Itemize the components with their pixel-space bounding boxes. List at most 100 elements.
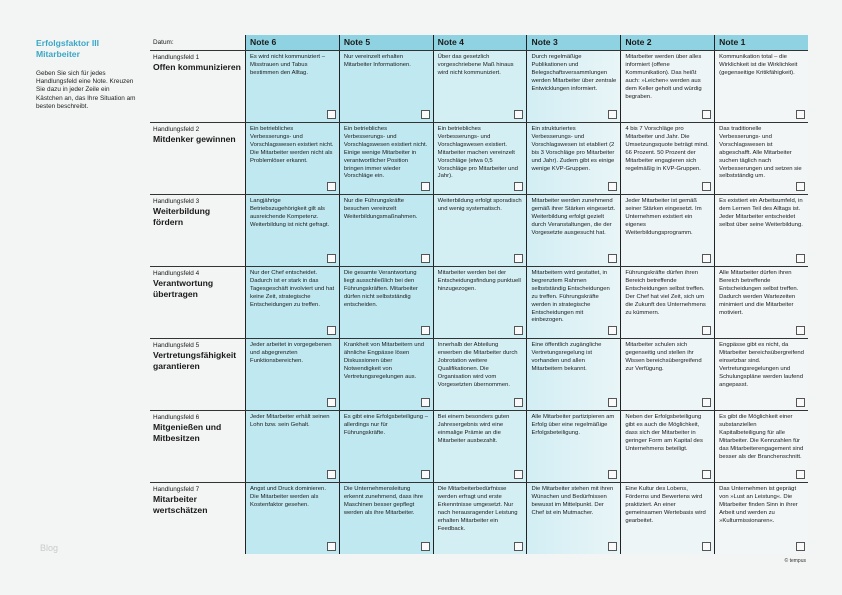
rating-checkbox[interactable]	[326, 110, 336, 119]
rating-cell: Die Mitarbeiterbedürfnisse werden erfrag…	[432, 483, 527, 554]
rating-cell: Es wird nicht kommuniziert – Misstrauen …	[245, 51, 339, 122]
cell-text: Durch regelmäßige Publikationen und Bele…	[531, 54, 617, 92]
rating-checkbox[interactable]	[420, 110, 430, 119]
field-title: Mitarbeiter wertschätzen	[153, 494, 208, 515]
rating-checkbox[interactable]	[514, 398, 524, 407]
rating-cell: Ein betriebliches Verbesserungs- und Vor…	[432, 123, 527, 194]
rating-checkbox[interactable]	[608, 110, 618, 119]
cell-text: Jeder arbeitet in vorgegebenen und abgeg…	[250, 342, 332, 364]
rating-checkbox[interactable]	[514, 326, 524, 335]
rating-cell: Jeder Mitarbeiter erhält seinen Lohn bzw…	[245, 411, 339, 482]
rating-cell: Das traditionelle Verbesserungs- und Vor…	[714, 123, 808, 194]
rating-checkbox[interactable]	[702, 398, 712, 407]
cell-text: Ein betriebliches Verbesserungs- und Vor…	[343, 126, 428, 180]
copyright: © tempus	[784, 558, 806, 564]
rating-checkbox[interactable]	[514, 470, 524, 479]
field-title: Vertretungs­fähigkeit garantieren	[153, 350, 237, 371]
row-label: Handlungsfeld 1 Offen kommunizieren	[150, 51, 245, 122]
rating-cell: Alle Mitarbeiter dürfen ihren Bereich be…	[714, 267, 808, 338]
rating-checkbox[interactable]	[326, 182, 336, 191]
rating-checkbox[interactable]	[795, 542, 805, 551]
rating-checkbox[interactable]	[608, 182, 618, 191]
rating-checkbox[interactable]	[608, 326, 618, 335]
field-title: Mitgenießen und Mitbesitzen	[153, 422, 222, 443]
cell-text: Eine Kultur des Lobens, Förderns und Bew…	[625, 486, 706, 524]
rating-checkbox[interactable]	[795, 110, 805, 119]
rating-cell: Mitarbeiter werden über alles informiert…	[620, 51, 715, 122]
rating-checkbox[interactable]	[326, 470, 336, 479]
rating-cell: Mitarbeiter schulen sich gegenseitig und…	[620, 339, 715, 410]
rating-cell: Krankheit von Mitarbeitern und ähnliche …	[338, 339, 433, 410]
rating-checkbox[interactable]	[702, 326, 712, 335]
rating-checkbox[interactable]	[702, 254, 712, 263]
row-label: Handlungsfeld 6 Mitgenießen und Mitbesitz…	[150, 411, 245, 482]
field-title: Weiterbildung fördern	[153, 206, 211, 227]
rating-checkbox[interactable]	[326, 326, 336, 335]
rating-checkbox[interactable]	[514, 542, 524, 551]
rating-checkbox[interactable]	[326, 542, 336, 551]
rating-checkbox[interactable]	[514, 182, 524, 191]
rating-cell: Das Unternehmen ist geprägt von »Lust an…	[714, 483, 808, 554]
cell-text: Weiterbildung erfolgt sporadisch und wen…	[437, 198, 522, 212]
rating-checkbox[interactable]	[702, 110, 712, 119]
field-number: Handlungsfeld 6	[153, 414, 200, 421]
rating-checkbox[interactable]	[420, 398, 430, 407]
rating-checkbox[interactable]	[420, 326, 430, 335]
rating-checkbox[interactable]	[702, 182, 712, 191]
cell-text: Innerhalb der Abteilung erwerben die Mit…	[437, 342, 518, 388]
rating-checkbox[interactable]	[420, 470, 430, 479]
rating-cell: Neben der Erfolgsbeteiligung gibt es auc…	[620, 411, 715, 482]
sidebar: Erfolgsfaktor III Mitarbeiter Geben Sie s…	[36, 38, 136, 111]
rating-cell: Es existiert ein Arbeitsumfeld, in dem L…	[714, 195, 808, 266]
rating-checkbox[interactable]	[420, 542, 430, 551]
rating-table: Datum: Note 6 Note 5 Note 4 Note 3 Note 2 Not…	[150, 35, 808, 554]
rating-checkbox[interactable]	[326, 398, 336, 407]
column-header: Note 1	[714, 35, 808, 50]
field-number: Handlungsfeld 4	[153, 270, 200, 277]
cell-text: Die Mitarbeiter stehen mit ihren Wünsche…	[531, 486, 614, 516]
rating-checkbox[interactable]	[608, 542, 618, 551]
cell-text: Bei einem besonders guten Jahresergebnis…	[437, 414, 510, 444]
rating-checkbox[interactable]	[608, 398, 618, 407]
rating-checkbox[interactable]	[795, 254, 805, 263]
row-label: Handlungsfeld 3 Weiterbildung fördern	[150, 195, 245, 266]
rating-checkbox[interactable]	[795, 398, 805, 407]
table-row: Handlungsfeld 5 Vertretungs­fähigkeit gar…	[150, 338, 808, 410]
rating-checkbox[interactable]	[514, 110, 524, 119]
rating-checkbox[interactable]	[702, 542, 712, 551]
cell-text: Mitarbeiter werden über alles informiert…	[625, 54, 702, 100]
rating-checkbox[interactable]	[702, 470, 712, 479]
cell-text: Es wird nicht kommuniziert – Misstrauen …	[250, 54, 325, 76]
cell-text: Nur vereinzelt erhalten Mitarbeiter Info…	[343, 54, 411, 68]
rating-checkbox[interactable]	[795, 326, 805, 335]
rating-checkbox[interactable]	[326, 254, 336, 263]
rating-cell: Mitarbeiter werden bei der Entscheidungs…	[432, 267, 527, 338]
rating-cell: Ein strukturiertes Verbesserungs- und Vo…	[526, 123, 621, 194]
rating-checkbox[interactable]	[420, 254, 430, 263]
rating-cell: Nur die Führungskräfte besuchen vereinze…	[338, 195, 433, 266]
cell-text: Das traditionelle Verbesserungs- und Vor…	[719, 126, 802, 180]
table-row: Handlungsfeld 1 Offen kommunizieren Es wir…	[150, 50, 808, 122]
cell-text: Engpässe gibt es nicht, da Mitarbeiter b…	[719, 342, 804, 388]
rating-cell: Jeder Mitarbeiter ist gemäß seiner Stärk…	[620, 195, 715, 266]
field-number: Handlungsfeld 7	[153, 486, 200, 493]
rating-checkbox[interactable]	[420, 182, 430, 191]
cell-text: Die Unternehmensleitung erkennt zunehmen…	[343, 486, 424, 516]
column-header: Note 2	[620, 35, 715, 50]
cell-text: Die gesamte Verantwortung liegt ausschli…	[343, 270, 418, 308]
rating-checkbox[interactable]	[514, 254, 524, 263]
rating-checkbox[interactable]	[608, 470, 618, 479]
row-label: Handlungsfeld 5 Vertretungs­fähigkeit gar…	[150, 339, 245, 410]
table-row: Handlungsfeld 4 Verantwortung übertragen N…	[150, 266, 808, 338]
rating-checkbox[interactable]	[795, 182, 805, 191]
rating-checkbox[interactable]	[608, 254, 618, 263]
rating-cell: Die Mitarbeiter stehen mit ihren Wünsche…	[526, 483, 621, 554]
rating-cell: Ein betriebliches Verbesserungs- und Vor…	[245, 123, 339, 194]
rating-cell: Eine Kultur des Lobens, Förderns und Bew…	[620, 483, 715, 554]
rating-cell: Eine öffentlich zugängliche Vertretungsr…	[526, 339, 621, 410]
rating-checkbox[interactable]	[795, 470, 805, 479]
cell-text: Alle Mitarbeiter partizipieren am Erfolg…	[531, 414, 615, 436]
rating-cell: Langjährige Betriebszugehörigkeit gilt a…	[245, 195, 339, 266]
cell-text: Mitarbeitern wird gestattet, in begrenzt…	[531, 270, 610, 324]
cell-text: Über das gesetzlich vorgeschriebene Maß …	[437, 54, 514, 76]
